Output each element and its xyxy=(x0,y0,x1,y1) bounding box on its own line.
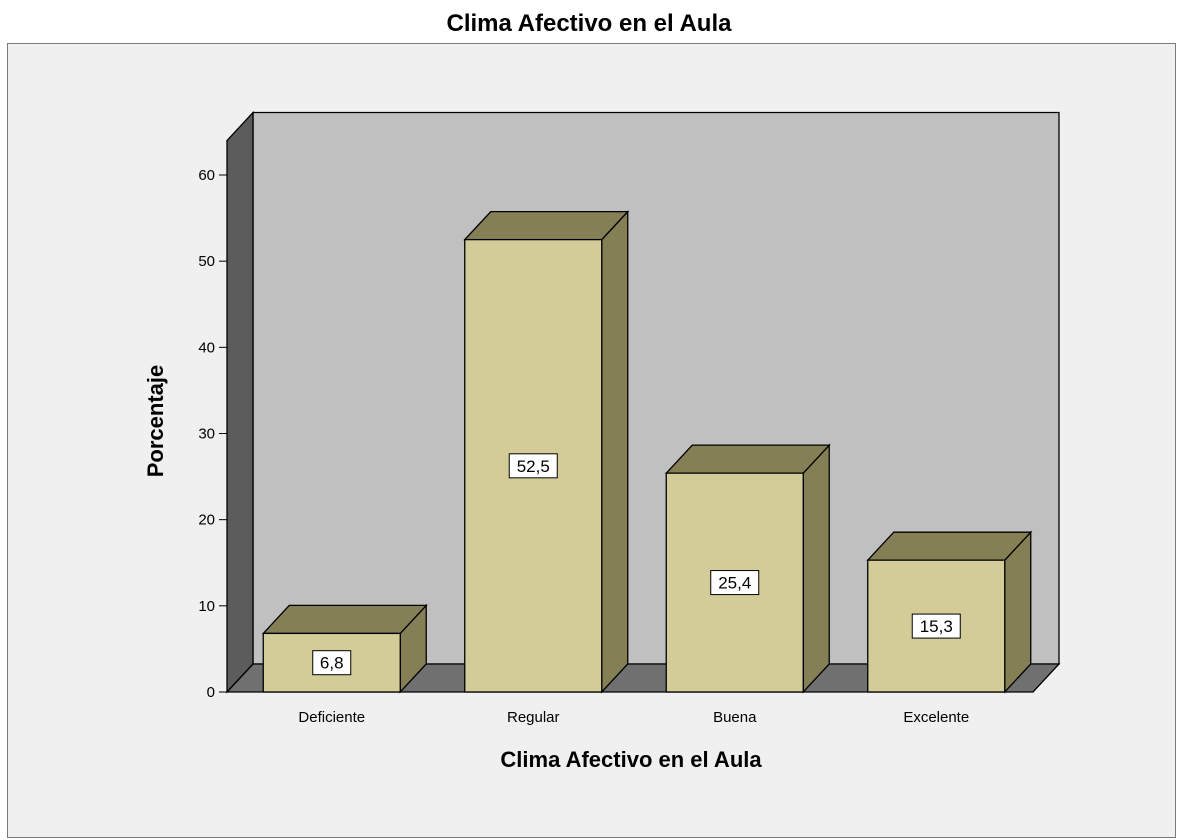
y-tick-label: 10 xyxy=(198,598,215,615)
bar-side xyxy=(601,209,629,694)
data-labels: 6,8 52,5 25,4 15,3 xyxy=(312,453,961,676)
x-tick-label: Buena xyxy=(713,709,757,726)
y-axis: 0 10 20 30 40 50 60 xyxy=(198,167,227,701)
y-tick-label: 50 xyxy=(198,253,215,270)
data-label-box xyxy=(508,453,558,479)
bar xyxy=(463,209,630,694)
y-tick-label: 0 xyxy=(207,684,215,701)
data-label-text: 6,8 xyxy=(320,654,344,673)
data-label-box xyxy=(312,650,352,676)
data-label: 6,8 xyxy=(312,650,352,676)
data-label-text: 15,3 xyxy=(920,617,953,636)
data-label-text: 25,4 xyxy=(718,574,751,593)
data-label-box xyxy=(710,570,760,596)
x-tick-label: Regular xyxy=(507,709,560,726)
data-label-text: 52,5 xyxy=(517,457,550,476)
y-axis-title: Porcentaje xyxy=(143,365,168,478)
bar-top xyxy=(664,444,831,474)
bar xyxy=(261,603,428,694)
bar-top xyxy=(261,604,428,635)
y-tick-label: 30 xyxy=(198,426,215,443)
bar-top xyxy=(866,531,1033,561)
x-tick-label: Deficiente xyxy=(298,709,365,726)
x-axis: Deficiente Regular Buena Excelente xyxy=(298,709,969,726)
bar xyxy=(664,443,831,694)
data-label: 25,4 xyxy=(710,570,760,596)
chart-walls xyxy=(225,110,1061,694)
bar-side xyxy=(802,443,830,694)
data-label: 52,5 xyxy=(508,453,558,479)
bar xyxy=(866,530,1033,694)
side-wall xyxy=(226,110,254,694)
chart-title: Clima Afectivo en el Aula xyxy=(446,10,732,37)
bar-top xyxy=(463,210,630,241)
data-label: 15,3 xyxy=(911,613,961,639)
y-tick-label: 60 xyxy=(198,167,215,184)
y-tick-label: 40 xyxy=(198,339,215,356)
x-tick-label: Excelente xyxy=(903,709,969,726)
data-label-box xyxy=(911,613,961,639)
x-axis-title: Clima Afectivo en el Aula xyxy=(500,747,762,772)
y-tick-label: 20 xyxy=(198,512,215,529)
